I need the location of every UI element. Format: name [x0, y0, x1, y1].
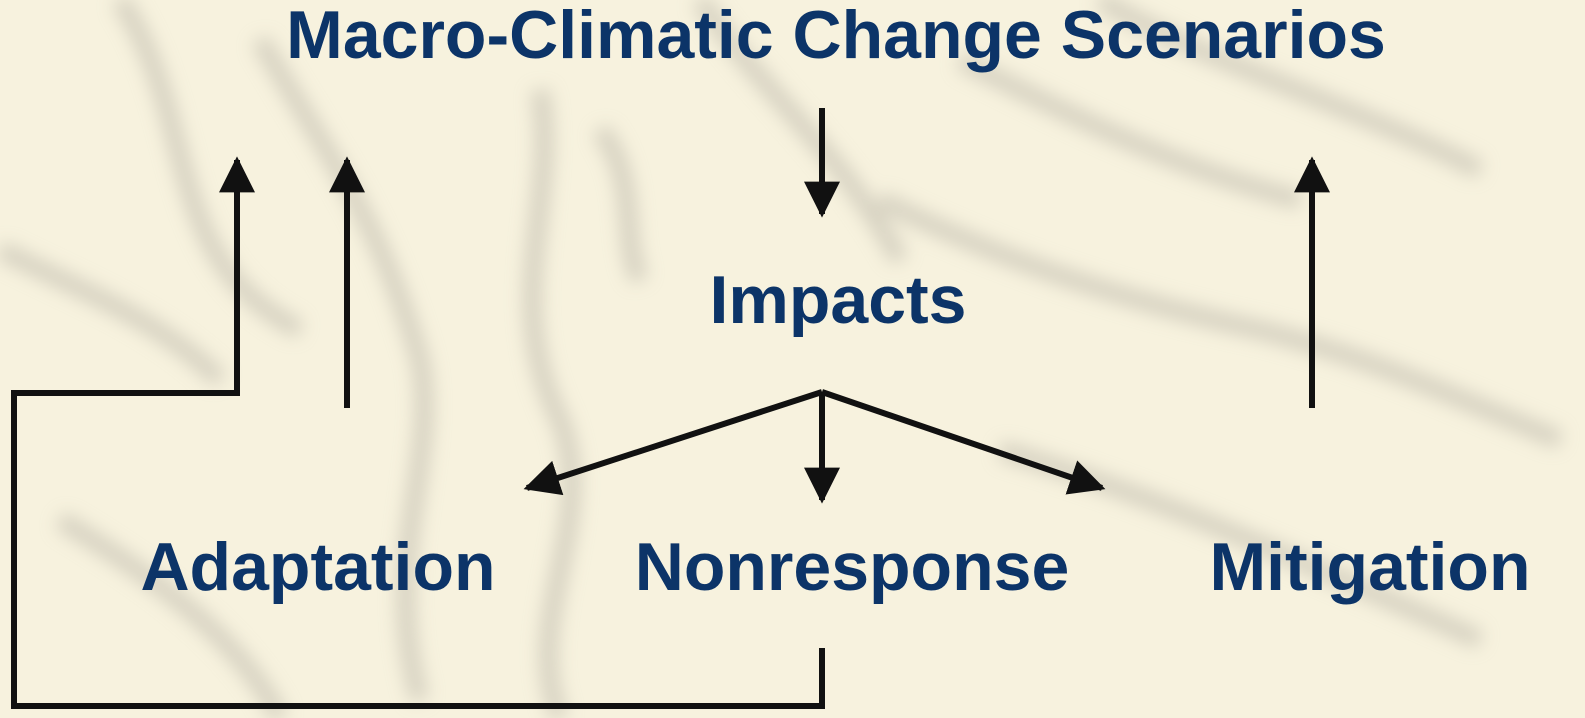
- node-label: Nonresponse: [635, 529, 1070, 605]
- node-label: Adaptation: [140, 529, 495, 605]
- diagram: Macro-Climatic Change Scenarios Impacts …: [0, 0, 1585, 718]
- page: {"title": "Macro-Climatic Change Scenari…: [0, 0, 1585, 718]
- node-label: Impacts: [710, 262, 967, 338]
- title: Macro-Climatic Change Scenarios: [286, 0, 1386, 73]
- node-label: Mitigation: [1209, 529, 1530, 605]
